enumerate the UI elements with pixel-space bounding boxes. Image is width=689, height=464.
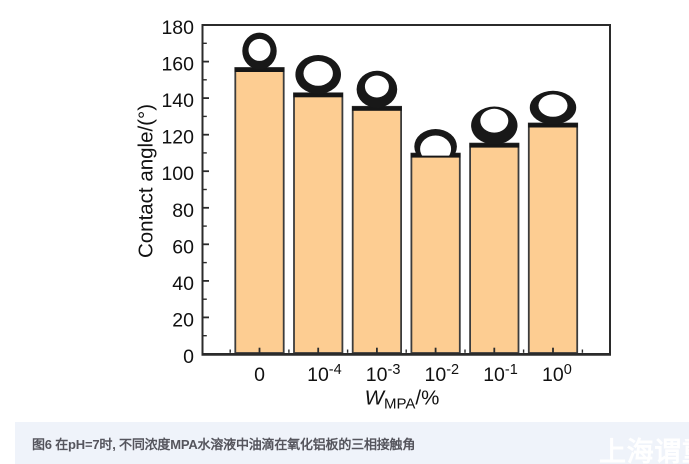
svg-text:100: 100 <box>542 362 572 386</box>
svg-text:10-4: 10-4 <box>307 362 342 386</box>
svg-text:10-2: 10-2 <box>424 362 459 386</box>
svg-text:60: 60 <box>172 236 194 258</box>
svg-text:0: 0 <box>254 364 265 386</box>
svg-text:140: 140 <box>161 90 194 112</box>
svg-text:40: 40 <box>172 273 194 295</box>
svg-text:0: 0 <box>183 346 194 368</box>
svg-text:160: 160 <box>161 54 194 76</box>
svg-text:180: 180 <box>161 17 194 39</box>
svg-text:10-3: 10-3 <box>366 362 401 386</box>
svg-text:WMPA/%: WMPA/% <box>365 387 440 413</box>
svg-text:20: 20 <box>172 309 194 331</box>
svg-text:120: 120 <box>161 127 194 149</box>
svg-text:80: 80 <box>172 200 194 222</box>
svg-text:100: 100 <box>161 163 194 185</box>
svg-text:Contact angle/(°): Contact angle/(°) <box>135 104 158 258</box>
svg-text:10-1: 10-1 <box>483 362 518 386</box>
